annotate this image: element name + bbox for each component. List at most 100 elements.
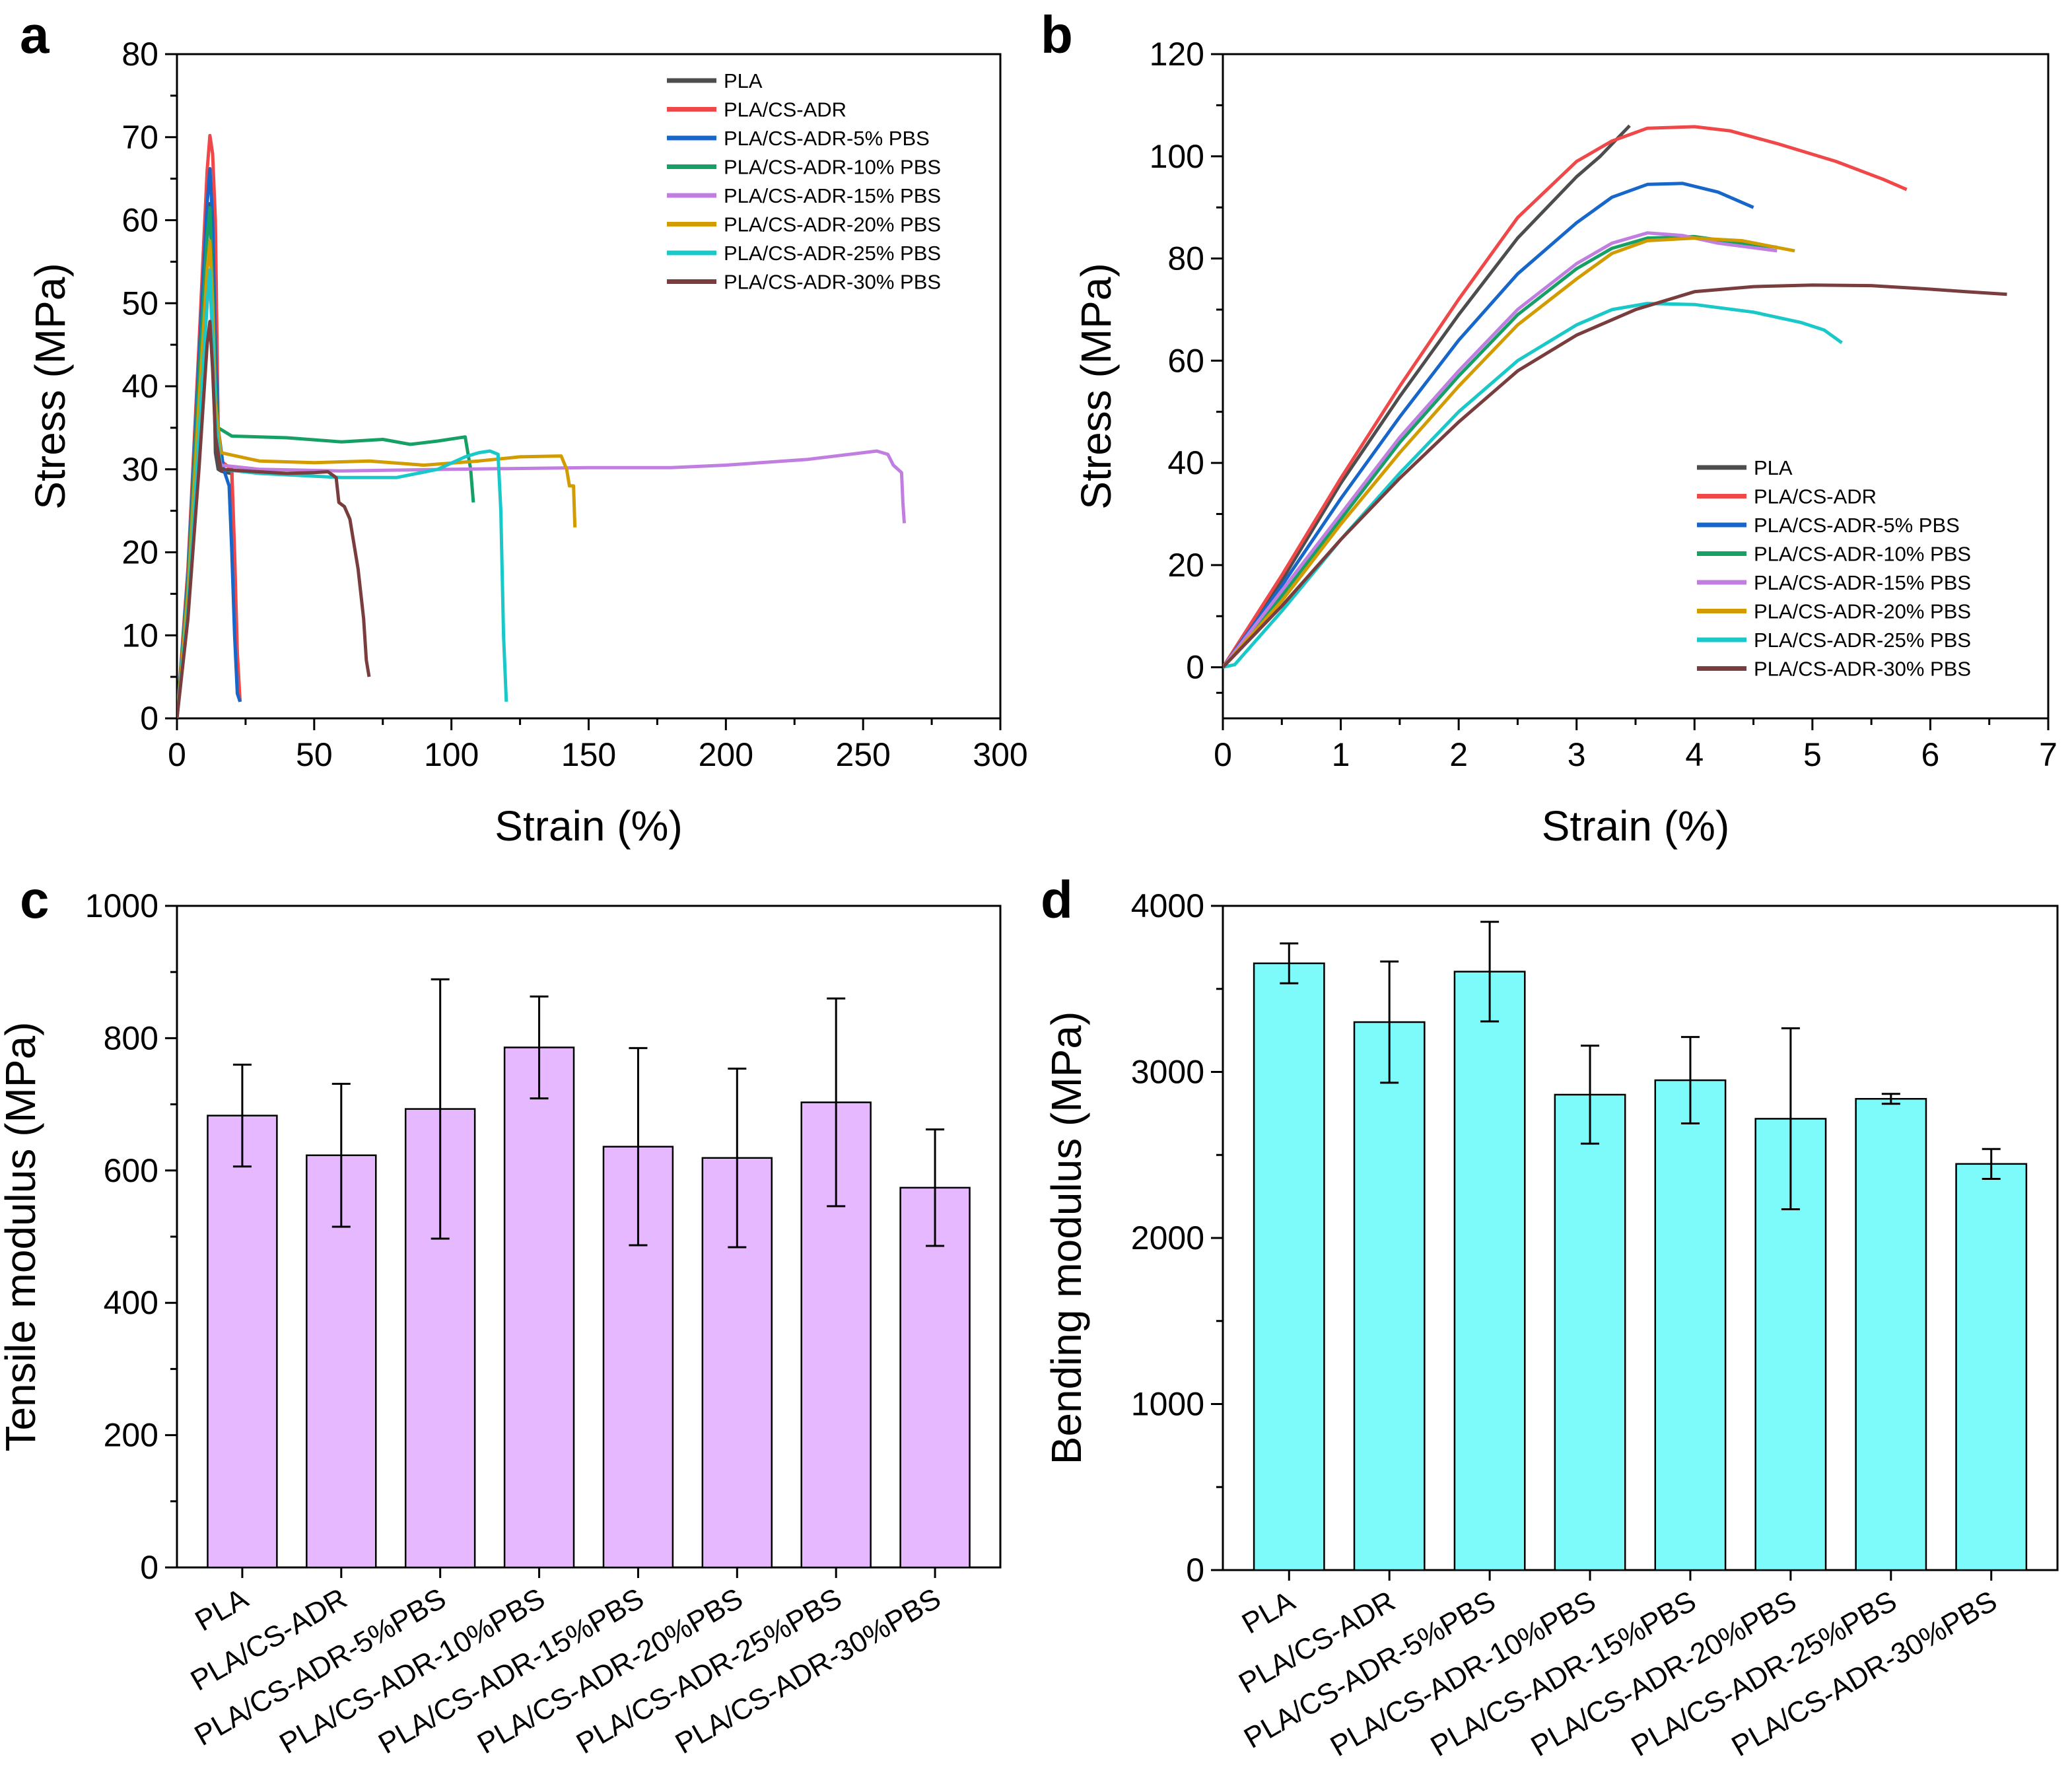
x-tick-label: 0: [168, 736, 186, 773]
series-line-pla-cs-adr-25-pbs: [1223, 302, 1843, 669]
y-tick-label: 0: [140, 700, 158, 737]
y-axis-title: Stress (MPa): [1072, 263, 1120, 509]
category-label: PLA: [1237, 1585, 1301, 1640]
legend-label: PLA/CS-ADR-5% PBS: [724, 127, 930, 150]
plot-frame: [176, 53, 1002, 720]
y-tick-label: 2000: [1131, 1219, 1204, 1256]
y-tick-label: 60: [1167, 342, 1204, 379]
x-tick-label: 7: [2039, 736, 2057, 773]
x-tick-label: 4: [1685, 736, 1704, 773]
panel-letter: a: [20, 5, 50, 64]
x-tick-label: 200: [699, 736, 753, 773]
series-line-pla-cs-adr-15-pbs: [1223, 231, 1778, 669]
x-tick-label: 150: [561, 736, 616, 773]
legend-label: PLA: [724, 69, 763, 92]
legend-label: PLA/CS-ADR-15% PBS: [724, 184, 941, 207]
x-tick-label: 50: [296, 736, 333, 773]
bar-pla: [207, 1115, 278, 1569]
x-axis-title: Strain (%): [495, 802, 683, 850]
series-line-pla-cs-adr-30-pbs: [177, 320, 371, 718]
x-tick-label: 100: [424, 736, 479, 773]
x-axis-title: Strain (%): [1542, 802, 1730, 850]
y-tick-label: 400: [104, 1284, 158, 1321]
plot-frame: [176, 905, 1002, 1569]
bar-pla-cs-adr-25-pbs: [1855, 1097, 1927, 1571]
legend-label: PLA/CS-ADR-10% PBS: [1754, 543, 1971, 566]
y-tick-label: 100: [1150, 138, 1204, 175]
x-tick-label: 3: [1568, 736, 1586, 773]
plot-frame: [1222, 905, 2059, 1571]
series-line-pla-cs-adr-25-pbs: [177, 268, 508, 718]
y-tick-label: 40: [121, 368, 158, 405]
series-line-pla-cs-adr: [1223, 125, 1908, 668]
y-tick-label: 200: [104, 1417, 158, 1454]
panel-d: d 0 1000 2000 3000 4000 Bending modulus (MPa) P…: [1041, 870, 2059, 1763]
series-line-pla-cs-adr-15-pbs: [177, 277, 906, 718]
legend-label: PLA/CS-ADR-15% PBS: [1754, 571, 1971, 594]
bar-pla: [1253, 962, 1325, 1571]
bar-pla-cs-adr: [1353, 1021, 1426, 1571]
legend-label: PLA/CS-ADR-20% PBS: [1754, 600, 1971, 623]
y-tick-label: 20: [1167, 547, 1204, 584]
panel-letter: d: [1041, 870, 1073, 929]
legend-label: PLA/CS-ADR-30% PBS: [724, 271, 941, 294]
y-tick-label: 20: [121, 534, 158, 571]
panel-b: b 0 20 40 60 80 100 120 Stress (MPa) Strain (%) 0 1…: [1041, 5, 2057, 850]
x-tick-label: 2: [1449, 736, 1468, 773]
series-line-pla-cs-adr-20-pbs: [1223, 236, 1795, 669]
y-tick-label: 70: [121, 119, 158, 156]
series-line-pla-cs-adr-10-pbs: [177, 206, 475, 718]
legend-label: PLA/CS-ADR-5% PBS: [1754, 514, 1960, 537]
y-tick-label: 80: [1167, 240, 1204, 277]
bar-pla-cs-adr-15-pbs: [1654, 1079, 1727, 1571]
panel-letter: c: [20, 870, 50, 929]
y-tick-label: 60: [121, 202, 158, 239]
bar-pla-cs-adr-30-pbs: [1955, 1163, 2028, 1571]
y-axis-title: Tensile modulus (MPa): [0, 1022, 44, 1452]
y-tick-label: 80: [121, 36, 158, 73]
x-tick-label: 0: [1214, 736, 1232, 773]
x-tick-label: 6: [1921, 736, 1940, 773]
panel-c: c 0 200 400 600 800 1000 Tensile modulus (MPa) P…: [0, 870, 1002, 1760]
legend-label: PLA/CS-ADR-30% PBS: [1754, 658, 1971, 681]
y-tick-label: 600: [104, 1152, 158, 1189]
series-line-pla-cs-adr-30-pbs: [1223, 283, 2007, 669]
category-label: PLA: [190, 1582, 254, 1637]
legend-label: PLA/CS-ADR: [1754, 485, 1877, 508]
series-line-pla-cs-adr-10-pbs: [1223, 234, 1778, 669]
panel-a: a 0 10 20 30 40 50 60 70 80 Stress (MPa) Strain (%)…: [20, 5, 1028, 850]
bar-pla-cs-adr-5-pbs: [1453, 971, 1526, 1571]
x-tick-label: 250: [835, 736, 890, 773]
y-tick-label: 1000: [85, 887, 158, 924]
y-tick-label: 0: [1186, 1552, 1204, 1589]
x-tick-label: 5: [1803, 736, 1822, 773]
y-tick-label: 3000: [1131, 1054, 1204, 1091]
legend-label: PLA/CS-ADR-10% PBS: [724, 156, 941, 179]
legend-label: PLA/CS-ADR-25% PBS: [724, 242, 941, 265]
series-line-pla: [1223, 124, 1631, 669]
y-tick-label: 0: [1186, 649, 1204, 686]
series-line-pla-cs-adr-5-pbs: [1223, 182, 1754, 669]
y-tick-label: 50: [121, 285, 158, 322]
y-tick-label: 120: [1150, 36, 1204, 73]
y-tick-label: 1000: [1131, 1386, 1204, 1423]
x-tick-label: 300: [973, 736, 1027, 773]
legend-label: PLA/CS-ADR-25% PBS: [1754, 629, 1971, 652]
legend-label: PLA: [1754, 456, 1793, 479]
bar-pla-cs-adr-10-pbs: [503, 1046, 575, 1569]
x-tick-label: 1: [1332, 736, 1350, 773]
y-tick-label: 800: [104, 1019, 158, 1056]
y-axis-title: Bending modulus (MPa): [1043, 1012, 1090, 1465]
legend-label: PLA/CS-ADR-20% PBS: [724, 213, 941, 236]
legend-label: PLA/CS-ADR: [724, 98, 846, 121]
series-line-pla-cs-adr-20-pbs: [177, 239, 577, 718]
panel-letter: b: [1041, 5, 1073, 64]
y-tick-label: 30: [121, 451, 158, 488]
y-tick-label: 4000: [1131, 887, 1204, 924]
y-tick-label: 10: [121, 617, 158, 654]
y-axis-title: Stress (MPa): [26, 263, 74, 509]
bar-pla-cs-adr-10-pbs: [1554, 1093, 1626, 1571]
y-tick-label: 0: [140, 1549, 158, 1586]
y-tick-label: 40: [1167, 444, 1204, 481]
